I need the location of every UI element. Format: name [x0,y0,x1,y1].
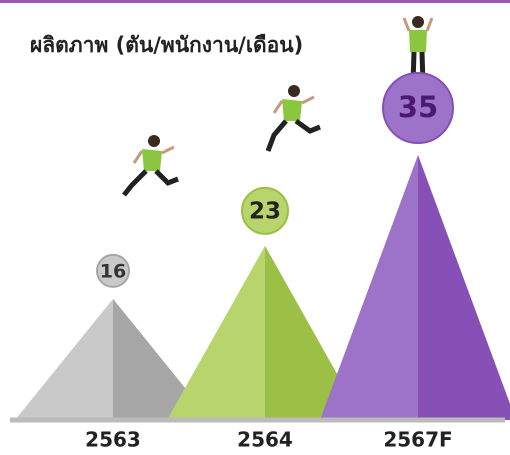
pyramid-left [15,298,113,420]
pyramid-left [320,155,418,420]
chart-title: ผลิตภาพ (ตัน/พนักงาน/เดือน) [30,33,303,57]
value-badge [241,186,289,235]
x-tick-label: 2564 [237,428,293,452]
value-badge [96,253,130,288]
x-tick-label: 2567F [383,428,452,452]
value-label: 23 [249,198,281,224]
top-rule [0,0,510,3]
plot [15,155,510,420]
runner-figure [265,85,321,152]
x-tick-label: 2563 [85,428,141,452]
value-label: 16 [100,260,126,282]
runner-figure [122,135,179,197]
value-badge [382,72,454,144]
pyramid-left [167,245,265,420]
winner-figure [402,16,434,85]
value-label: 35 [398,90,438,124]
pyramid-right [418,155,510,420]
